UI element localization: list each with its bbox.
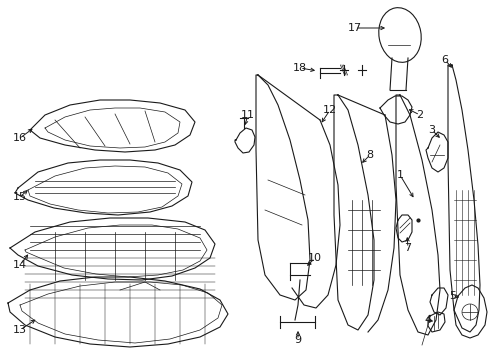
- Text: 11: 11: [241, 110, 254, 120]
- Text: 16: 16: [13, 133, 27, 143]
- Text: 12: 12: [322, 105, 336, 115]
- Text: 17: 17: [347, 23, 361, 33]
- Text: 5: 5: [448, 291, 456, 301]
- Text: 1: 1: [396, 170, 403, 180]
- Text: 3: 3: [427, 125, 435, 135]
- Text: 10: 10: [307, 253, 321, 263]
- Text: 8: 8: [366, 150, 373, 160]
- Text: 2: 2: [416, 110, 423, 120]
- Text: 14: 14: [13, 260, 27, 270]
- Text: 18: 18: [292, 63, 306, 73]
- Text: 13: 13: [13, 325, 27, 335]
- Text: 7: 7: [404, 243, 411, 253]
- Text: 4: 4: [424, 315, 431, 325]
- Text: 15: 15: [13, 192, 27, 202]
- Text: 9: 9: [294, 335, 301, 345]
- Text: 6: 6: [441, 55, 447, 65]
